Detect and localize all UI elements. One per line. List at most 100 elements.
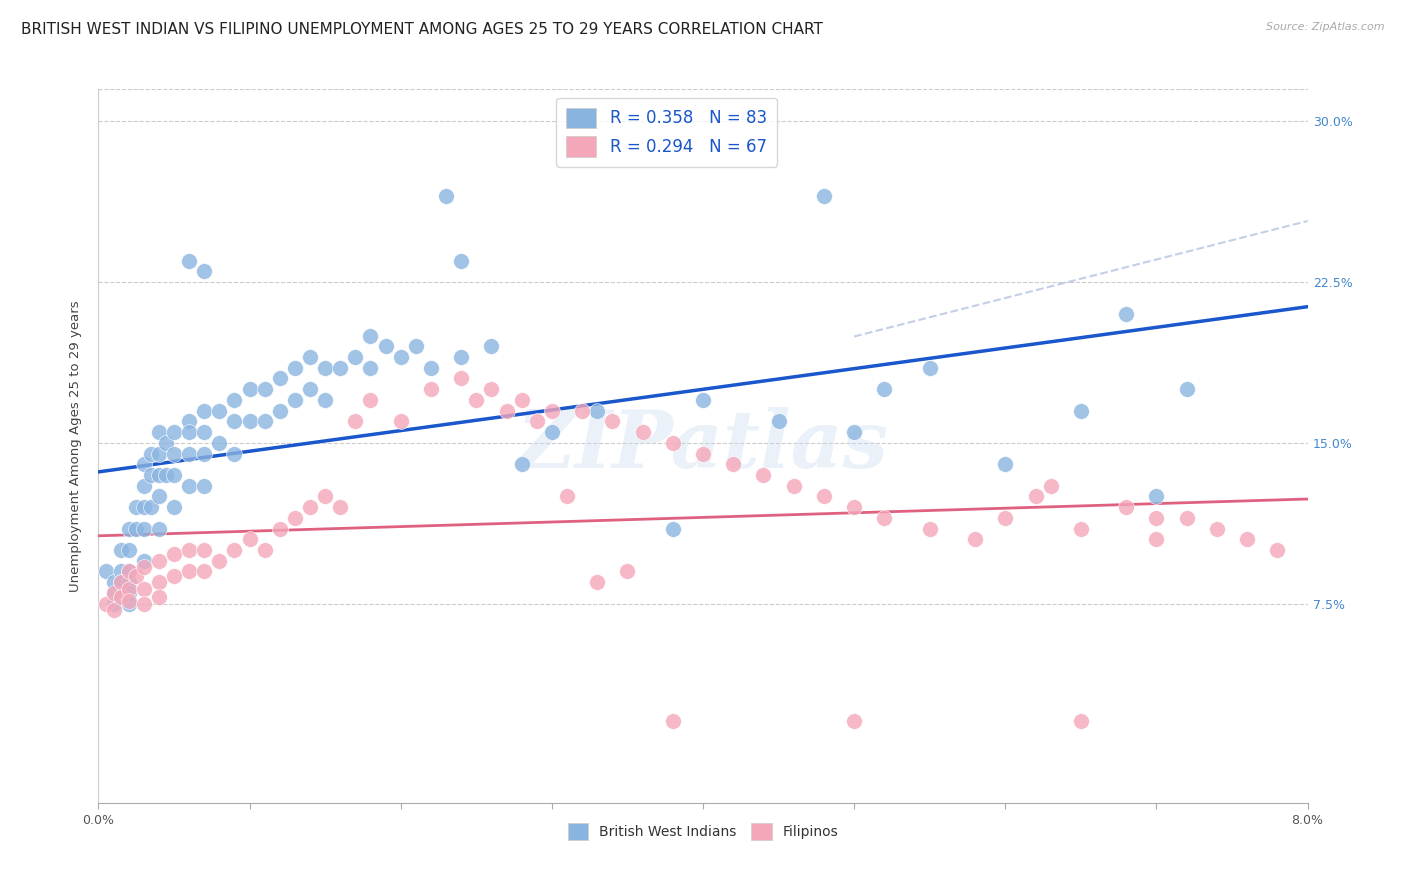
Point [132,500,155,514]
Point [540,425,562,439]
Point [768,414,790,428]
Point [269,403,291,417]
Point [110,575,132,590]
Point [163,446,186,460]
Point [163,547,186,561]
Point [1146,533,1168,547]
Point [965,533,987,547]
Point [155,435,177,450]
Point [918,521,941,535]
Point [148,521,170,535]
Point [103,575,125,590]
Point [179,565,201,579]
Point [163,425,186,439]
Point [284,360,307,375]
Point [661,521,683,535]
Point [163,467,186,482]
Point [813,189,835,203]
Point [132,478,155,492]
Point [148,554,170,568]
Point [125,521,148,535]
Point [239,414,262,428]
Point [253,414,276,428]
Legend: British West Indians, Filipinos: British West Indians, Filipinos [562,818,844,846]
Point [873,510,896,524]
Point [450,371,472,385]
Point [110,565,132,579]
Point [132,560,155,574]
Point [94,597,117,611]
Point [163,500,186,514]
Point [723,457,745,471]
Point [179,425,201,439]
Point [329,360,352,375]
Point [314,392,336,407]
Point [193,478,215,492]
Point [284,510,307,524]
Point [148,467,170,482]
Text: Source: ZipAtlas.com: Source: ZipAtlas.com [1267,22,1385,32]
Point [118,565,141,579]
Point [405,339,427,353]
Point [132,554,155,568]
Point [110,543,132,558]
Point [1175,510,1198,524]
Point [132,521,155,535]
Point [193,565,215,579]
Point [224,446,246,460]
Point [1236,533,1258,547]
Point [118,594,141,608]
Point [193,264,215,278]
Point [994,510,1017,524]
Point [299,500,322,514]
Point [141,467,163,482]
Point [193,446,215,460]
Point [1115,500,1137,514]
Point [1070,714,1092,729]
Point [1206,521,1229,535]
Point [344,350,367,364]
Point [132,582,155,596]
Point [526,414,548,428]
Point [103,603,125,617]
Point [148,590,170,604]
Point [420,382,443,396]
Point [118,543,141,558]
Point [224,392,246,407]
Point [125,500,148,514]
Point [110,575,132,590]
Point [155,467,177,482]
Point [299,382,322,396]
Point [918,360,941,375]
Point [1267,543,1289,558]
Point [510,392,533,407]
Point [1175,382,1198,396]
Point [193,543,215,558]
Point [692,392,714,407]
Point [495,403,517,417]
Point [374,339,396,353]
Point [360,392,382,407]
Point [132,457,155,471]
Point [163,568,186,582]
Point [360,328,382,343]
Point [179,543,201,558]
Point [586,575,609,590]
Point [208,435,231,450]
Point [510,457,533,471]
Point [118,565,141,579]
Point [540,403,562,417]
Point [994,457,1017,471]
Point [179,253,201,268]
Point [481,382,503,396]
Point [141,500,163,514]
Point [193,403,215,417]
Point [813,489,835,503]
Point [555,489,578,503]
Point [269,521,291,535]
Text: BRITISH WEST INDIAN VS FILIPINO UNEMPLOYMENT AMONG AGES 25 TO 29 YEARS CORRELATI: BRITISH WEST INDIAN VS FILIPINO UNEMPLOY… [21,22,823,37]
Point [692,446,714,460]
Point [1039,478,1062,492]
Point [239,533,262,547]
Point [450,350,472,364]
